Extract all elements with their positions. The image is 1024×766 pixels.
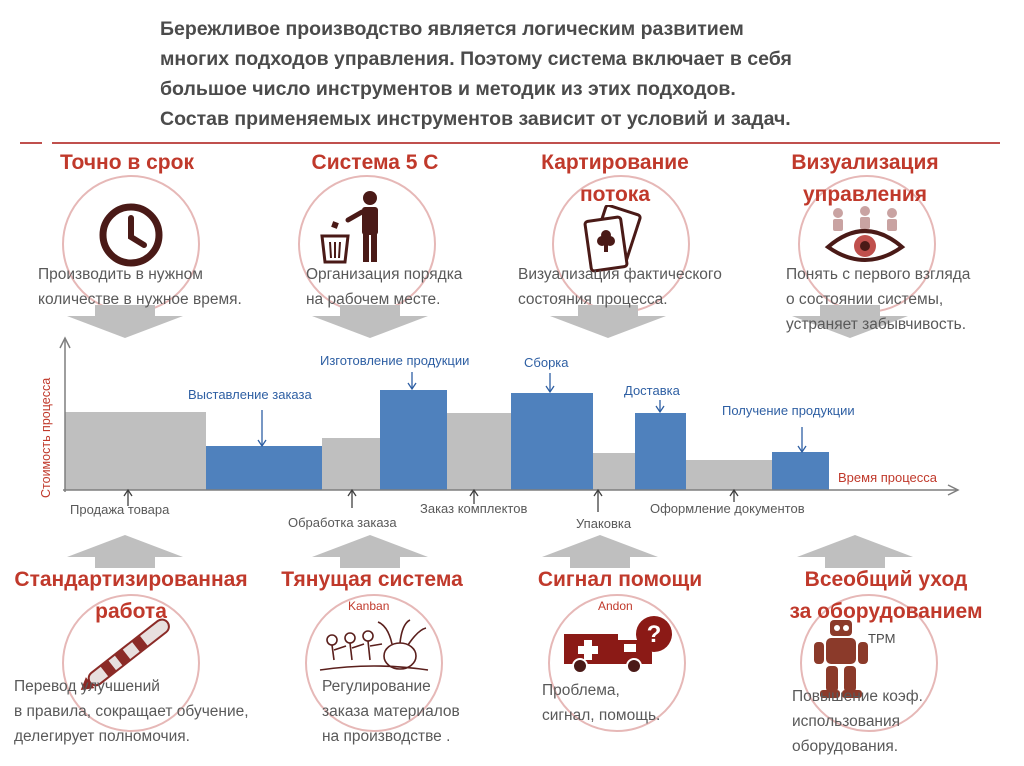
bar-pointer-head-6 (545, 385, 555, 394)
bar-9 (686, 460, 772, 490)
bar-label-8: Доставка (624, 383, 681, 398)
playing-cards-icon (583, 205, 642, 273)
tool-title-visual-mgmt: Визуализация управления (791, 151, 939, 206)
svg-text:?: ? (647, 621, 662, 648)
tool-desc-andon: Проблема, сигнал, помощь. (542, 682, 661, 724)
down-arrow-2 (312, 305, 428, 338)
bar-label-1: Продажа товара (70, 502, 170, 517)
bar-label-9: Оформление документов (650, 501, 805, 516)
bar-label-2: Выставление заказа (188, 387, 312, 402)
up-arrow-4 (797, 535, 913, 568)
tool-title-vsm: Картирование потока (541, 151, 689, 206)
tool-desc-visual-mgmt: Понять с первого взгляда о состоянии сис… (786, 266, 971, 333)
eye-meeting-icon (824, 206, 906, 262)
turnip-pull-icon (319, 619, 429, 671)
bar-10 (772, 452, 829, 490)
tool-title-standard-work: Стандартизированная работа (14, 568, 248, 623)
robot-icon (814, 620, 868, 698)
up-arrow-2 (312, 535, 428, 568)
down-arrow-1 (67, 305, 183, 338)
bar-pointer-head-4 (407, 382, 417, 391)
clock-icon (99, 203, 163, 267)
up-arrow-1 (67, 535, 183, 568)
intro-line: многих подходов управления. Поэтому сист… (160, 48, 792, 70)
x-axis-arrow (947, 484, 960, 496)
bar-4 (380, 390, 447, 490)
bar-pointer-head-1 (123, 488, 133, 497)
up-arrow-3 (542, 535, 658, 568)
tool-desc-tpm: Повышение коэф. использования оборудован… (792, 688, 923, 755)
intro-line: большое число инструментов и методик из … (160, 78, 736, 100)
circle-bottom-4 (800, 594, 938, 732)
x-axis-label: Время процесса (838, 470, 938, 485)
andon-label: Andon (598, 599, 633, 613)
bar-8 (635, 413, 686, 490)
bar-3 (322, 438, 380, 490)
bar-pointer-head-2 (257, 439, 267, 448)
bar-label-10: Получение продукции (722, 403, 855, 418)
bar-7 (593, 453, 635, 490)
down-arrow-3 (550, 305, 666, 338)
y-axis-label: Стоимость процесса (39, 378, 53, 498)
bar-pointer-head-5 (469, 488, 479, 497)
down-arrow-4 (792, 305, 908, 338)
y-axis-arrow (59, 336, 71, 349)
circle-bottom-1 (62, 594, 200, 732)
bar-label-5: Заказ комплектов (420, 501, 527, 516)
tool-desc-pull-system: Регулирование заказа материалов на произ… (322, 678, 460, 745)
tool-title-andon: Сигнал помощи (537, 568, 703, 591)
divider-line (52, 142, 1000, 144)
intro-text: Бережливое производство является логичес… (160, 14, 960, 134)
bar-pointer-head-3 (347, 488, 357, 497)
bar-2 (206, 446, 322, 490)
kanban-label: Kanban (348, 599, 390, 613)
pen-icon (80, 618, 170, 690)
tool-desc-jit: Производить в нужном количестве в нужное… (38, 266, 242, 308)
ambulance-icon: ? (564, 616, 672, 674)
bar-label-3: Обработка заказа (288, 515, 397, 530)
intro-line: Бережливое производство является логичес… (160, 18, 744, 40)
bar-1 (65, 412, 206, 490)
tpm-label: TPM (868, 631, 896, 646)
bar-pointer-head-7 (593, 488, 603, 497)
tool-desc-standard-work: Перевод улучшений в правила, сокращает о… (14, 678, 249, 745)
bar-label-4: Изготовление продукции (320, 353, 469, 368)
trash-person-icon (320, 191, 378, 264)
tool-title-tpm: Всеобщий уход за оборудованием (789, 568, 983, 623)
bar-pointer-head-8 (655, 405, 665, 414)
bar-6 (511, 393, 593, 490)
bar-label-6: Сборка (524, 355, 569, 370)
bar-pointer-head-9 (729, 488, 739, 497)
tool-title-jit: Точно в срок (60, 151, 194, 174)
bar-5 (447, 413, 511, 490)
bar-pointer-head-10 (797, 445, 807, 454)
tool-desc-5s: Организация порядка на рабочем месте. (306, 266, 463, 308)
tool-title-pull-system: Тянущая система (281, 568, 463, 591)
bar-label-7: Упаковка (576, 516, 632, 531)
intro-line: Состав применяемых инструментов зависит … (160, 108, 791, 130)
tool-title-5s: Система 5 С (311, 151, 439, 174)
circle-bottom-2 (305, 594, 443, 732)
tool-desc-vsm: Визуализация фактического состояния проц… (518, 266, 722, 308)
divider-short (20, 142, 42, 144)
